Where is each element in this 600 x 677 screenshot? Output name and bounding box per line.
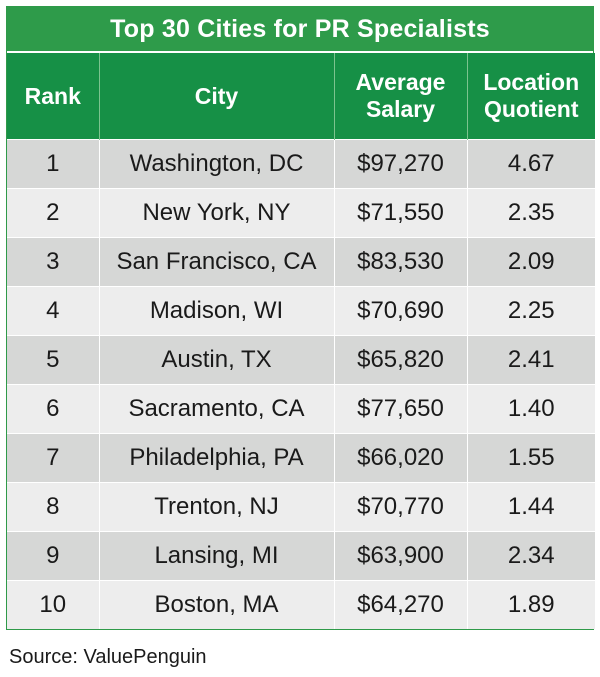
cell-quotient: 4.67 [466,139,595,189]
table-row: 5 Austin, TX $65,820 2.41 [7,335,595,385]
header-rank: Rank [7,53,99,140]
cell-rank: 8 [7,482,99,532]
cell-quotient: 2.09 [466,237,595,287]
cell-rank: 9 [7,531,99,581]
cell-rank: 10 [7,580,99,629]
table-row: 8 Trenton, NJ $70,770 1.44 [7,482,595,532]
header-location-line2: Quotient [483,96,579,122]
cell-salary: $64,270 [333,580,467,629]
cell-rank: 2 [7,188,99,238]
cities-table: Rank City Average Salary Location Quotie… [7,53,595,629]
cell-city: Washington, DC [98,139,334,189]
table-title: Top 30 Cities for PR Specialists [7,7,593,53]
cell-salary: $63,900 [333,531,467,581]
source-credit: Source: ValuePenguin [9,646,207,668]
table-body: 1 Washington, DC $97,270 4.67 2 New York… [7,139,595,629]
cell-salary: $65,820 [333,335,467,385]
cell-salary: $66,020 [333,433,467,483]
table-row: 7 Philadelphia, PA $66,020 1.55 [7,433,595,483]
cell-city: Austin, TX [98,335,334,385]
cell-quotient: 2.34 [466,531,595,581]
cell-city: New York, NY [98,188,334,238]
table-row: 1 Washington, DC $97,270 4.67 [7,139,595,189]
cell-rank: 5 [7,335,99,385]
cities-table-card: Top 30 Cities for PR Specialists Rank Ci… [6,6,595,630]
header-row: Rank City Average Salary Location Quotie… [7,53,595,140]
cell-salary: $83,530 [333,237,467,287]
cell-city: San Francisco, CA [98,237,334,287]
cell-city: Madison, WI [98,286,334,336]
table-row: 10 Boston, MA $64,270 1.89 [7,580,595,629]
cell-salary: $71,550 [333,188,467,238]
cell-rank: 3 [7,237,99,287]
cell-city: Sacramento, CA [98,384,334,434]
table-row: 2 New York, NY $71,550 2.35 [7,188,595,238]
table-row: 9 Lansing, MI $63,900 2.34 [7,531,595,581]
cell-salary: $70,690 [333,286,467,336]
cell-salary: $97,270 [333,139,467,189]
cell-quotient: 1.55 [466,433,595,483]
cell-rank: 1 [7,139,99,189]
cell-quotient: 2.25 [466,286,595,336]
header-salary-line1: Average [355,69,446,95]
cell-salary: $77,650 [333,384,467,434]
cell-rank: 4 [7,286,99,336]
header-location-line1: Location [483,69,580,95]
cell-quotient: 1.89 [466,580,595,629]
table-row: 4 Madison, WI $70,690 2.25 [7,286,595,336]
cell-city: Boston, MA [98,580,334,629]
table-row: 3 San Francisco, CA $83,530 2.09 [7,237,595,287]
cell-city: Lansing, MI [98,531,334,581]
cell-city: Philadelphia, PA [98,433,334,483]
cell-quotient: 1.44 [466,482,595,532]
cell-city: Trenton, NJ [98,482,334,532]
header-city: City [98,53,334,140]
cell-rank: 6 [7,384,99,434]
header-location-quotient: Location Quotient [466,53,595,140]
cell-rank: 7 [7,433,99,483]
header-salary-line2: Salary [365,96,436,122]
cell-quotient: 2.35 [466,188,595,238]
table-row: 6 Sacramento, CA $77,650 1.40 [7,384,595,434]
cell-quotient: 1.40 [466,384,595,434]
table-header: Rank City Average Salary Location Quotie… [7,53,595,140]
cell-salary: $70,770 [333,482,467,532]
header-average-salary: Average Salary [333,53,467,140]
cell-quotient: 2.41 [466,335,595,385]
